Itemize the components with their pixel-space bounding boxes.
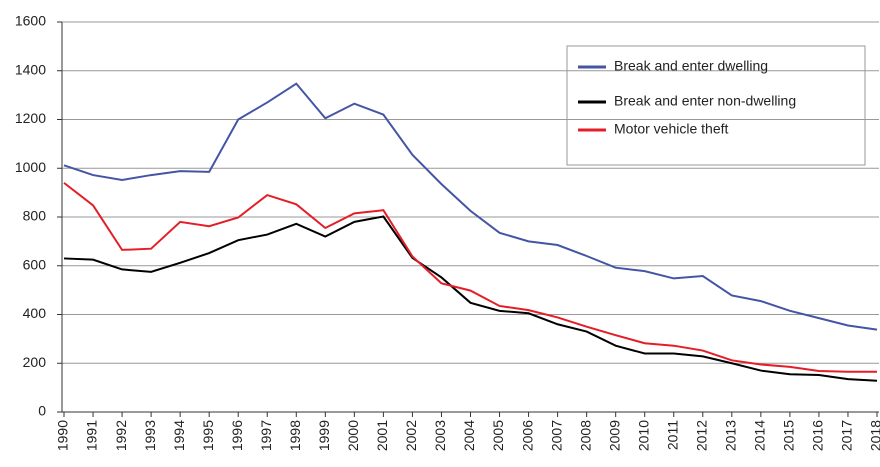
x-tick-label: 2002	[403, 420, 419, 451]
series-line	[63, 215, 878, 382]
x-tick-label: 2007	[548, 420, 564, 451]
x-tick-label: 1996	[229, 420, 245, 451]
y-tick-label: 400	[23, 305, 47, 321]
series-line	[63, 182, 877, 373]
x-tick-label: 1994	[171, 420, 187, 451]
x-tick-label: 2017	[839, 420, 855, 451]
x-tick-label: 2015	[781, 420, 797, 451]
y-tick-label: 1600	[15, 13, 46, 29]
y-tick-label: 1200	[15, 110, 46, 126]
x-tick-label: 2008	[577, 420, 593, 451]
x-tick-label: 2003	[432, 420, 448, 451]
y-tick-label: 1400	[15, 61, 46, 77]
y-tick-label: 600	[23, 256, 47, 272]
x-tick-label: 2004	[461, 420, 477, 451]
x-tick-label: 2010	[635, 420, 651, 451]
x-tick-label: 1998	[287, 420, 303, 451]
x-tick-label: 2011	[664, 420, 680, 450]
x-tick-label: 2006	[519, 420, 535, 451]
x-tick-label: 1999	[316, 420, 332, 451]
y-tick-label: 200	[23, 354, 47, 370]
legend-label: Break and enter dwelling	[614, 58, 768, 74]
x-tick-label: 1990	[55, 420, 71, 451]
y-tick-label: 0	[38, 403, 46, 419]
legend-label: Break and enter non-dwelling	[614, 93, 796, 109]
x-tick-label: 1995	[200, 420, 216, 451]
legend-box	[566, 45, 866, 166]
series-line	[63, 82, 878, 331]
x-tick-label: 2012	[693, 420, 709, 451]
x-tick-label: 2014	[752, 420, 768, 451]
x-tick-label: 1992	[113, 420, 129, 451]
y-tick-label: 800	[23, 208, 47, 224]
x-tick-label: 2018	[868, 420, 880, 451]
x-tick-label: 2001	[374, 420, 390, 451]
x-tick-label: 1997	[258, 420, 274, 451]
x-tick-label: 2000	[345, 420, 361, 451]
y-tick-label: 1000	[15, 159, 46, 175]
legend-label: Motor vehicle theft	[614, 121, 728, 137]
x-tick-label: 2016	[810, 420, 826, 451]
x-tick-label: 2005	[490, 420, 506, 451]
x-tick-label: 2013	[723, 420, 739, 451]
x-tick-label: 1991	[84, 420, 100, 451]
x-tick-label: 2009	[606, 420, 622, 451]
x-tick-label: 1993	[142, 420, 158, 451]
